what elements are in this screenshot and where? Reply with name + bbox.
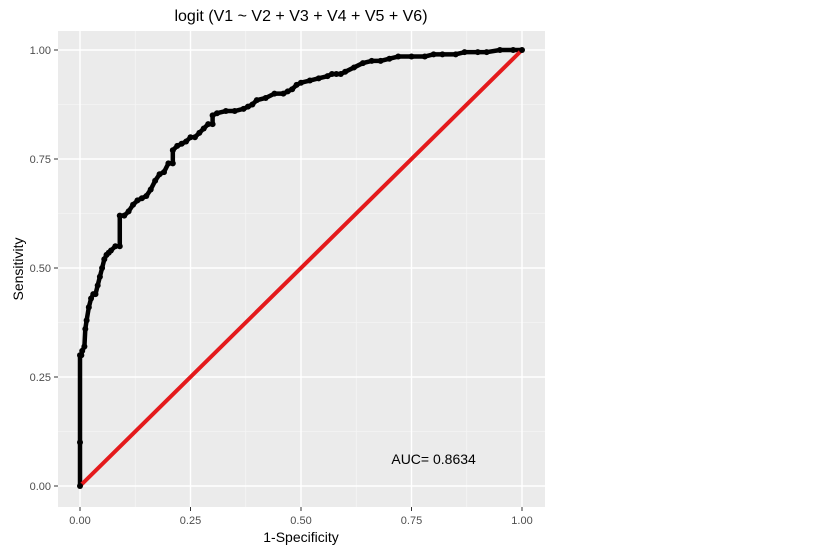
roc-point	[249, 101, 256, 108]
x-tick-label-3: 0.75	[401, 515, 422, 527]
roc-point	[328, 70, 335, 77]
roc-point	[222, 108, 229, 115]
roc-point	[112, 243, 119, 250]
roc-point	[430, 51, 437, 58]
roc-point	[191, 134, 198, 141]
roc-point	[152, 177, 159, 184]
roc-point	[169, 147, 176, 154]
x-axis-title: 1-Specificity	[263, 529, 338, 545]
roc-point	[342, 68, 349, 75]
roc-point	[187, 134, 194, 141]
x-tick-label-0: 0.00	[69, 515, 90, 527]
auc-annotation: AUC= 0.8634	[391, 451, 476, 467]
roc-point	[289, 86, 296, 93]
roc-point	[82, 326, 89, 333]
roc-point	[83, 317, 90, 324]
roc-point	[92, 291, 99, 298]
roc-point	[298, 79, 304, 86]
roc-point	[169, 160, 176, 167]
y-axis-title: Sensitivity	[10, 237, 26, 300]
roc-point	[77, 483, 83, 489]
roc-point	[81, 343, 88, 350]
roc-point	[408, 53, 415, 60]
roc-point	[96, 273, 103, 280]
roc-point	[196, 129, 203, 136]
roc-point	[315, 75, 322, 82]
roc-point	[333, 70, 340, 77]
roc-point	[116, 243, 123, 250]
roc-point	[368, 57, 375, 64]
chart-title: logit (V1 ~ V2 + V3 + V4 + V5 + V6)	[174, 8, 427, 25]
roc-point	[496, 47, 503, 53]
x-tick-label-4: 1.00	[511, 515, 532, 527]
roc-point	[107, 247, 114, 254]
roc-point	[421, 53, 428, 60]
roc-point	[130, 201, 137, 208]
x-tick-label-2: 0.50	[290, 515, 311, 527]
roc-point	[147, 186, 154, 193]
roc-point	[253, 97, 260, 104]
roc-point	[262, 94, 269, 101]
roc-point	[386, 55, 393, 62]
roc-point	[116, 212, 123, 219]
roc-point	[77, 439, 83, 446]
reference-diagonal-line	[78, 48, 524, 488]
roc-point	[359, 60, 366, 67]
y-tick-label-3: 0.75	[30, 154, 51, 166]
series-layer	[77, 47, 525, 489]
roc-point	[205, 121, 212, 128]
roc-point	[85, 304, 92, 311]
y-tick-label-1: 0.25	[30, 372, 51, 384]
x-axis-ticks	[79, 507, 523, 511]
roc-point	[377, 57, 384, 64]
roc-point	[214, 110, 221, 117]
roc-point	[125, 208, 132, 215]
y-axis-ticks	[54, 49, 58, 487]
roc-point	[483, 49, 490, 56]
y-tick-label-2: 0.50	[30, 263, 51, 275]
roc-point	[143, 193, 150, 200]
roc-point	[452, 51, 459, 58]
roc-point	[461, 49, 468, 56]
roc-point	[99, 265, 106, 271]
roc-point	[165, 160, 172, 167]
x-tick-label-1: 0.25	[180, 515, 201, 527]
y-tick-label-4: 1.00	[30, 45, 51, 57]
roc-point	[395, 53, 402, 60]
roc-point	[306, 77, 313, 84]
roc-point	[121, 212, 128, 219]
roc-point	[209, 121, 216, 128]
roc-point	[271, 90, 278, 97]
roc-point	[519, 47, 525, 53]
roc-point	[160, 169, 167, 176]
roc-point	[94, 282, 101, 289]
roc-point	[474, 49, 481, 56]
roc-point	[510, 47, 517, 53]
roc-point	[439, 51, 446, 58]
y-tick-label-0: 0.00	[30, 481, 51, 493]
roc-point	[231, 108, 238, 115]
roc-point	[351, 64, 358, 71]
roc-point	[200, 125, 207, 132]
roc-point	[183, 138, 190, 145]
